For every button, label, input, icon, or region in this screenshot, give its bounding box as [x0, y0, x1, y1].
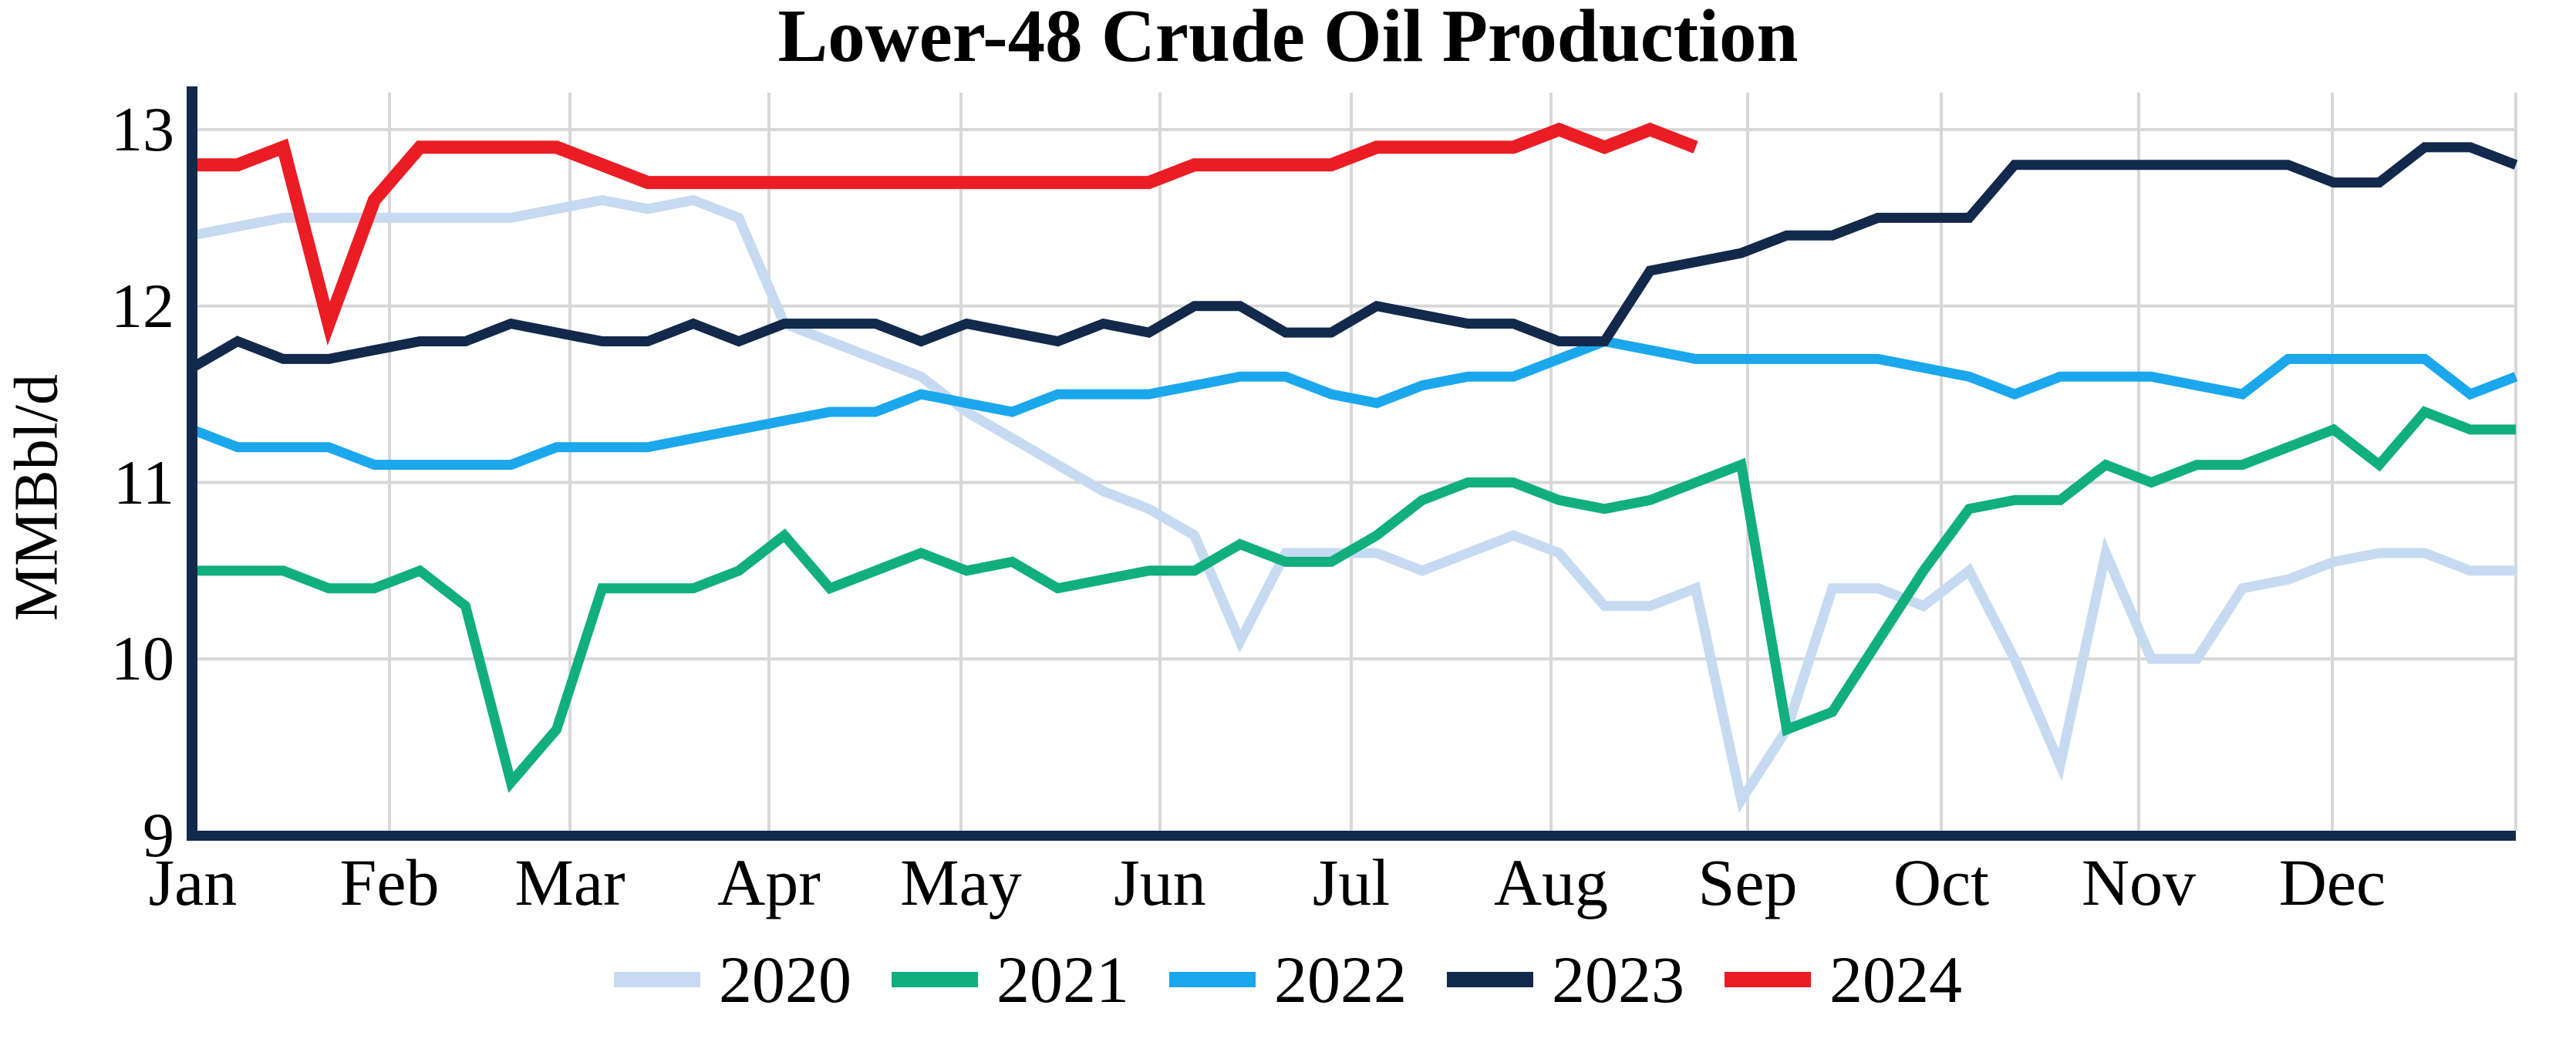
legend-swatch-2023 [1447, 972, 1533, 987]
legend: 2020 2021 2022 2023 2024 [0, 943, 2576, 1017]
legend-item-2020: 2020 [614, 943, 851, 1017]
legend-label-2020: 2020 [719, 943, 851, 1017]
x-tick-mar: Mar [514, 845, 625, 919]
x-tick-nov: Nov [2081, 845, 2197, 919]
series-line-2020 [191, 194, 2516, 814]
legend-item-2022: 2022 [1169, 943, 1407, 1017]
series-line-2022 [190, 336, 2518, 471]
series-line-2023 [189, 142, 2518, 373]
x-tick-apr: Apr [717, 845, 821, 919]
x-tick-feb: Feb [339, 845, 440, 919]
legend-label-2023: 2023 [1552, 943, 1684, 1017]
legend-swatch-2022 [1169, 972, 1256, 987]
series-line-2021 [192, 406, 2516, 794]
legend-label-2021: 2021 [996, 943, 1129, 1017]
legend-label-2022: 2022 [1274, 943, 1407, 1017]
y-tick-13: 13 [111, 94, 174, 164]
legend-item-2021: 2021 [892, 943, 1129, 1017]
x-tick-may: May [900, 845, 1022, 919]
x-tick-sep: Sep [1698, 845, 1798, 919]
x-tick-jul: Jul [1312, 845, 1391, 919]
y-axis-bar [187, 86, 197, 841]
legend-swatch-2021 [892, 972, 978, 987]
x-tick-jun: Jun [1114, 845, 1206, 919]
legend-swatch-2020 [614, 972, 700, 987]
x-axis-bar [187, 831, 2516, 841]
chart-title: Lower-48 Crude Oil Production [777, 0, 1799, 77]
legend-swatch-2024 [1725, 972, 1811, 987]
y-tick-11: 11 [113, 447, 174, 518]
y-tick-10: 10 [111, 623, 174, 694]
series-line-2024 [192, 122, 1698, 346]
x-tick-oct: Oct [1893, 845, 1990, 919]
x-tick-aug: Aug [1493, 845, 1609, 919]
legend-item-2024: 2024 [1725, 943, 1962, 1017]
x-tick-dec: Dec [2278, 845, 2386, 919]
legend-label-2024: 2024 [1829, 943, 1962, 1017]
y-tick-12: 12 [111, 270, 174, 341]
x-tick-jan: Jan [148, 845, 238, 919]
legend-item-2023: 2023 [1447, 943, 1684, 1017]
y-tick-9: 9 [143, 800, 174, 870]
